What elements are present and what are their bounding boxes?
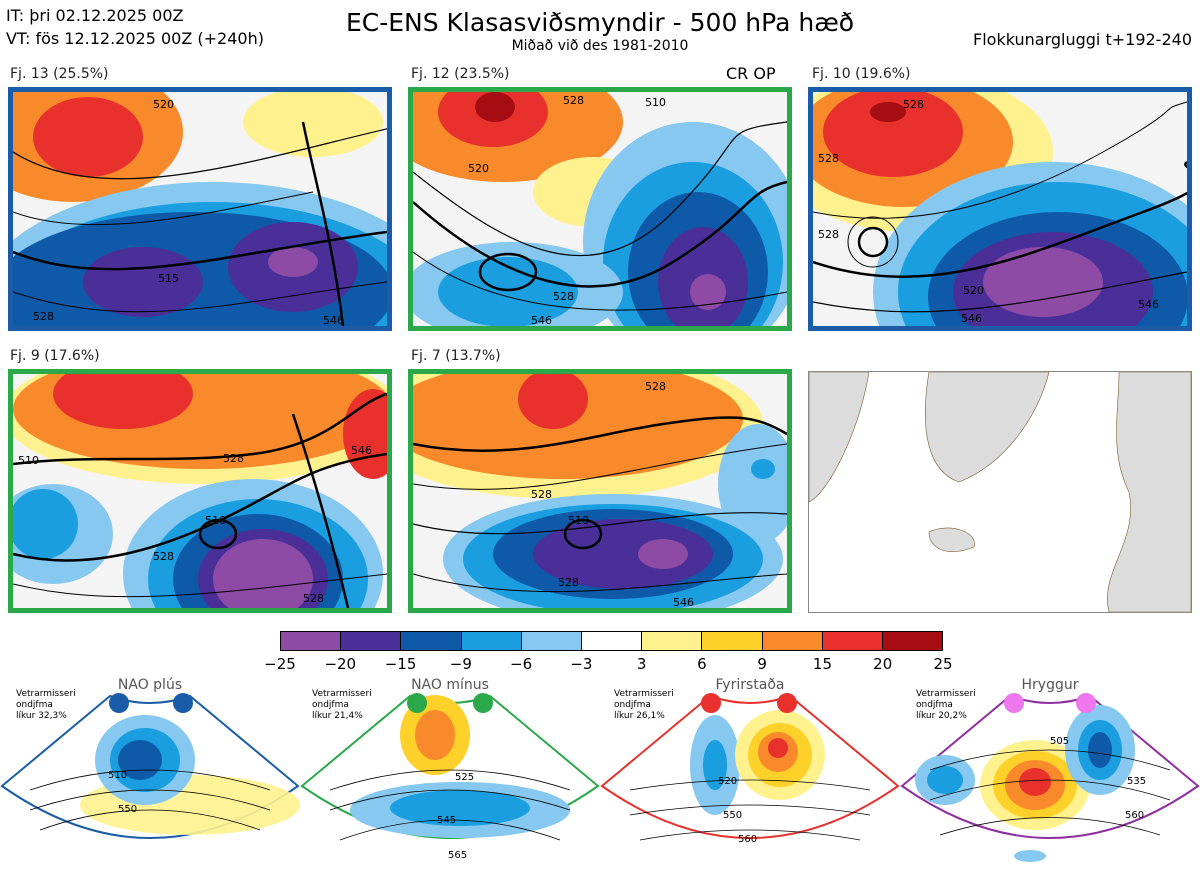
regime-nao-plus: NAO plús Vetrarmisseri ondjfma líkur 32,3%… — [0, 676, 300, 871]
colorbar-tick-label: −9 — [449, 655, 472, 673]
contour-label: 560 — [1125, 810, 1144, 821]
contour-label: 528 — [553, 290, 574, 303]
contour-label: 546 — [961, 312, 982, 325]
colorbar-swatch — [702, 632, 763, 650]
init-time: IT: þri 02.12.2025 00Z — [6, 6, 184, 25]
contour-label: 528 — [33, 310, 54, 323]
colorbar-tick-label: −3 — [570, 655, 593, 673]
regime-title: NAO mínus — [411, 677, 489, 693]
cluster-1-label: Fj. 13 (25.5%) — [10, 66, 109, 82]
colorbar-tick-label: −20 — [324, 655, 357, 673]
regime-dot — [1004, 693, 1024, 713]
regime-ridge: Hryggur Vetrarmisseri ondjfma líkur 20,2% … — [900, 676, 1200, 871]
contour-label: 550 — [118, 804, 137, 815]
colorbar-swatch — [822, 632, 883, 650]
contour-label: 535 — [1127, 776, 1146, 787]
contour-label: 510 — [18, 454, 39, 467]
colorbar-tick-label: −6 — [510, 655, 533, 673]
colorbar-tick-label: 25 — [933, 655, 953, 673]
colorbar — [280, 631, 943, 651]
valid-time: VT: fös 12.12.2025 00Z (+240h) — [6, 29, 264, 48]
cluster-map-2: 528 510 520 528 546 — [408, 87, 792, 331]
contour-label: 528 — [563, 94, 584, 107]
contour-label: 528 — [903, 98, 924, 111]
contour-label: 510 — [108, 770, 127, 781]
colorbar-swatch — [461, 632, 522, 650]
regime-dot — [473, 693, 493, 713]
page-subtitle: Miðað við des 1981-2010 — [511, 38, 689, 54]
contour-label: 528 — [558, 576, 579, 589]
colorbar-swatch — [762, 632, 823, 650]
colorbar-swatch — [281, 632, 342, 650]
regime-dot — [407, 693, 427, 713]
contour-label: 520 — [468, 162, 489, 175]
colorbar-tick-label: 9 — [757, 655, 767, 673]
regime-title: NAO plús — [117, 677, 183, 693]
contour-label: 550 — [723, 810, 742, 821]
contour-label: 510 — [205, 514, 226, 527]
colorbar-swatch — [882, 632, 943, 650]
regime-title: Fyrirstaða — [715, 677, 785, 693]
regime-dot — [777, 693, 797, 713]
regime-probability: Vetrarmisseri ondjfma líkur 32,3% — [16, 689, 76, 721]
cluster-map-5: 528 528 510 528 546 — [408, 369, 792, 613]
contour-label: 546 — [1138, 298, 1159, 311]
colorbar-tick-label: 20 — [873, 655, 893, 673]
colorbar-swatch — [401, 632, 462, 650]
regime-probability: Vetrarmisseri ondjfma líkur 20,2% — [916, 689, 976, 721]
contour-label: 528 — [303, 592, 324, 605]
regime-dot — [173, 693, 193, 713]
contour-label: 546 — [673, 596, 694, 608]
contour-label: 510 — [645, 96, 666, 109]
empty-basemap — [808, 371, 1192, 613]
contour-label: 528 — [223, 452, 244, 465]
contour-label: 528 — [153, 550, 174, 563]
contour-label: 528 — [645, 380, 666, 393]
op-label: CR OP — [726, 64, 776, 83]
colorbar-swatch — [341, 632, 402, 650]
colorbar-tick-label: 3 — [636, 655, 647, 673]
cluster-5-label: Fj. 7 (13.7%) — [411, 348, 501, 364]
classification-window: Flokkunargluggi t+192-240 — [973, 30, 1192, 49]
page-title: EC-ENS Klasasviðsmyndir - 500 hPa hæð — [345, 8, 855, 37]
colorbar-tick-label: −15 — [384, 655, 417, 673]
regime-title: Hryggur — [1021, 677, 1079, 693]
colorbar-swatch — [581, 632, 643, 650]
regime-probability: Vetrarmisseri ondjfma líkur 26,1% — [614, 689, 674, 721]
colorbar-swatch — [521, 632, 582, 650]
contour-label: 528 — [818, 152, 839, 165]
regime-dot — [1076, 693, 1096, 713]
regime-dot — [701, 693, 721, 713]
colorbar-tick-label: −25 — [264, 655, 296, 673]
colorbar-swatch — [642, 632, 703, 650]
cluster-2-label: Fj. 12 (23.5%) — [411, 66, 510, 82]
contour-label: 520 — [153, 98, 174, 111]
contour-label: 545 — [437, 815, 456, 826]
contour-label: 546 — [351, 444, 372, 457]
regime-probability: Vetrarmisseri ondjfma líkur 21,4% — [312, 689, 372, 721]
cluster-map-1: 520 515 528 546 — [8, 87, 392, 331]
contour-label: 560 — [738, 834, 757, 845]
cluster-map-3: 528 528 528 520 546 546 — [808, 87, 1192, 331]
cluster-map-4: 510 528 510 528 546 528 — [8, 369, 392, 613]
regime-dot — [109, 693, 129, 713]
contour-label: 546 — [323, 314, 344, 326]
regime-blocking: Fyrirstaða Vetrarmisseri ondjfma líkur 26,… — [600, 676, 900, 871]
contour-label: 525 — [455, 772, 474, 783]
contour-label: 546 — [531, 314, 552, 326]
cluster-4-label: Fj. 9 (17.6%) — [10, 348, 100, 364]
colorbar-tick-label: 15 — [812, 655, 832, 673]
contour-label: 505 — [1050, 736, 1069, 747]
contour-label: 520 — [718, 776, 737, 787]
contour-label: 510 — [568, 514, 589, 527]
contour-label: 528 — [818, 228, 839, 241]
contour-label: 520 — [963, 284, 984, 297]
contour-label: 565 — [448, 850, 467, 861]
contour-label: 528 — [531, 488, 552, 501]
contour-label: 515 — [158, 272, 179, 285]
cluster-3-label: Fj. 10 (19.6%) — [812, 66, 911, 82]
colorbar-tick-label: 6 — [697, 655, 707, 673]
regime-nao-minus: NAO mínus Vetrarmisseri ondjfma líkur 21,4… — [300, 676, 600, 871]
header-left: IT: þri 02.12.2025 00Z VT: fös 12.12.202… — [6, 4, 264, 50]
